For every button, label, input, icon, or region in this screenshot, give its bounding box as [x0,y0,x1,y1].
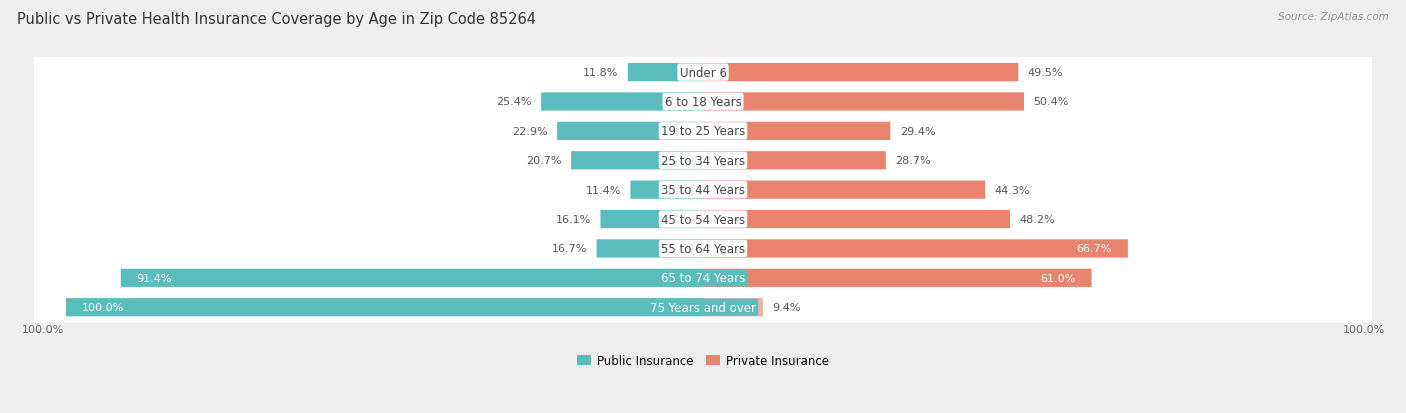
FancyBboxPatch shape [34,204,1372,235]
FancyBboxPatch shape [66,298,703,316]
FancyBboxPatch shape [703,269,1091,287]
Text: 45 to 54 Years: 45 to 54 Years [661,213,745,226]
FancyBboxPatch shape [34,87,1372,117]
Text: 16.1%: 16.1% [555,214,591,225]
FancyBboxPatch shape [557,123,703,141]
FancyBboxPatch shape [541,93,703,112]
FancyBboxPatch shape [703,211,1010,229]
FancyBboxPatch shape [34,234,1372,264]
Text: 11.4%: 11.4% [585,185,621,195]
FancyBboxPatch shape [596,240,703,258]
Text: Source: ZipAtlas.com: Source: ZipAtlas.com [1278,12,1389,22]
Text: 25 to 34 Years: 25 to 34 Years [661,154,745,167]
Text: 16.7%: 16.7% [551,244,588,254]
Text: 50.4%: 50.4% [1033,97,1069,107]
Text: 100.0%: 100.0% [1343,324,1385,334]
FancyBboxPatch shape [703,93,1024,112]
Text: 75 Years and over: 75 Years and over [650,301,756,314]
Text: 66.7%: 66.7% [1077,244,1112,254]
Text: 65 to 74 Years: 65 to 74 Years [661,272,745,285]
FancyBboxPatch shape [703,240,1128,258]
FancyBboxPatch shape [703,298,763,316]
FancyBboxPatch shape [34,263,1372,293]
Text: Public vs Private Health Insurance Coverage by Age in Zip Code 85264: Public vs Private Health Insurance Cover… [17,12,536,27]
Text: 49.5%: 49.5% [1028,68,1063,78]
Text: 11.8%: 11.8% [583,68,619,78]
FancyBboxPatch shape [703,181,986,199]
Text: 91.4%: 91.4% [136,273,172,283]
FancyBboxPatch shape [703,64,1018,82]
Text: 61.0%: 61.0% [1040,273,1076,283]
Text: Under 6: Under 6 [679,66,727,79]
FancyBboxPatch shape [34,175,1372,205]
Text: 25.4%: 25.4% [496,97,531,107]
Text: 6 to 18 Years: 6 to 18 Years [665,96,741,109]
FancyBboxPatch shape [571,152,703,170]
Text: 44.3%: 44.3% [995,185,1031,195]
FancyBboxPatch shape [34,146,1372,176]
Text: 22.9%: 22.9% [512,126,547,137]
FancyBboxPatch shape [703,152,886,170]
Text: 29.4%: 29.4% [900,126,935,137]
FancyBboxPatch shape [600,211,703,229]
Text: 48.2%: 48.2% [1019,214,1056,225]
FancyBboxPatch shape [121,269,703,287]
Text: 9.4%: 9.4% [772,302,801,313]
Legend: Public Insurance, Private Insurance: Public Insurance, Private Insurance [572,350,834,372]
Text: 28.7%: 28.7% [896,156,931,166]
FancyBboxPatch shape [703,123,890,141]
Text: 20.7%: 20.7% [526,156,561,166]
Text: 19 to 25 Years: 19 to 25 Years [661,125,745,138]
FancyBboxPatch shape [628,64,703,82]
Text: 100.0%: 100.0% [82,302,124,313]
FancyBboxPatch shape [34,58,1372,88]
Text: 35 to 44 Years: 35 to 44 Years [661,184,745,197]
FancyBboxPatch shape [34,116,1372,147]
Text: 100.0%: 100.0% [21,324,63,334]
Text: 55 to 64 Years: 55 to 64 Years [661,242,745,255]
FancyBboxPatch shape [34,292,1372,323]
FancyBboxPatch shape [630,181,703,199]
